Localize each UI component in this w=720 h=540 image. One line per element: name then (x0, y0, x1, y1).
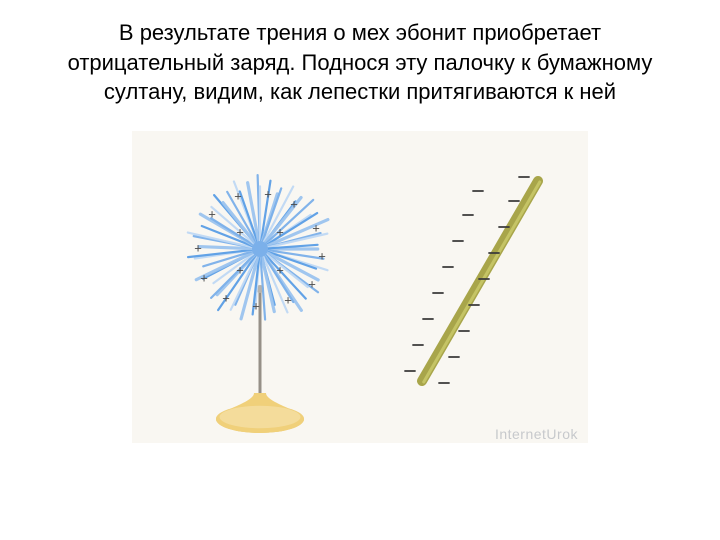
caption-line-2: отрицательный заряд. Поднося эту палочку… (68, 50, 653, 75)
svg-text:+: + (194, 241, 202, 256)
svg-text:+: + (234, 189, 242, 204)
svg-text:+: + (236, 225, 244, 240)
watermark-text: InternetUrok (495, 426, 578, 442)
svg-text:+: + (308, 277, 316, 292)
svg-text:+: + (236, 263, 244, 278)
physics-diagram: ++++++++++++++++ InternetUrok (132, 131, 588, 448)
caption: В результате трения о мех эбонит приобре… (0, 0, 720, 107)
svg-text:+: + (290, 197, 298, 212)
svg-text:+: + (264, 187, 272, 202)
figure-container: ++++++++++++++++ InternetUrok (0, 131, 720, 448)
caption-line-1: В результате трения о мех эбонит приобре… (119, 20, 601, 45)
svg-text:+: + (252, 299, 260, 314)
svg-text:+: + (200, 271, 208, 286)
svg-text:+: + (222, 291, 230, 306)
svg-text:+: + (318, 249, 326, 264)
svg-text:+: + (208, 207, 216, 222)
diagram-svg: ++++++++++++++++ (132, 131, 588, 443)
caption-line-3: султану, видим, как лепестки притягивают… (104, 79, 616, 104)
svg-text:+: + (276, 263, 284, 278)
svg-text:+: + (276, 225, 284, 240)
svg-text:+: + (312, 221, 320, 236)
svg-text:+: + (284, 293, 292, 308)
